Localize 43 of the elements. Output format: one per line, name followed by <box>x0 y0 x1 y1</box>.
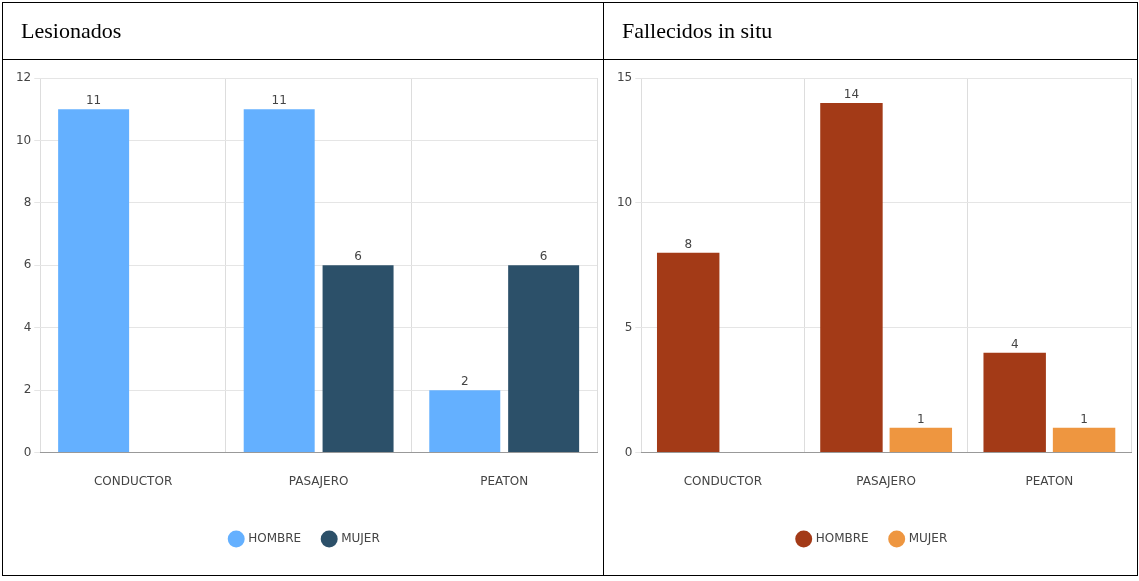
bar <box>58 109 130 453</box>
bar <box>656 252 720 453</box>
x-tick-label: CONDUCTOR <box>683 473 763 488</box>
data-label: 8 <box>684 236 693 251</box>
y-tick-label: 4 <box>23 319 32 334</box>
x-tick-label: PASAJERO <box>856 473 916 488</box>
data-label: 14 <box>843 87 860 102</box>
bar <box>820 102 883 453</box>
data-label: 11 <box>85 93 102 108</box>
chart-title: Lesionados <box>2 2 604 60</box>
x-tick-label: PEATON <box>480 473 529 488</box>
data-label: 11 <box>271 93 287 108</box>
y-tick-label: 0 <box>624 444 633 459</box>
x-tick-label: PASAJERO <box>288 473 349 488</box>
y-tick-label: 8 <box>23 194 32 209</box>
y-tick-label: 6 <box>23 257 32 272</box>
data-label: 4 <box>1010 336 1019 351</box>
bar <box>322 265 394 453</box>
bar <box>508 265 580 453</box>
y-tick-label: 2 <box>23 382 32 397</box>
y-tick-label: 5 <box>624 319 633 334</box>
bar <box>243 109 315 453</box>
data-label: 6 <box>354 249 362 264</box>
y-tick-label: 0 <box>23 444 32 459</box>
bar <box>429 390 501 453</box>
chart-title: Fallecidos in situ <box>603 2 1138 60</box>
bar <box>889 427 953 453</box>
data-label: 2 <box>460 374 469 389</box>
data-label: 6 <box>539 249 548 264</box>
y-tick-label: 15 <box>616 70 633 85</box>
bar <box>983 352 1046 453</box>
y-tick-label: 12 <box>15 70 32 85</box>
x-tick-label: CONDUCTOR <box>93 473 173 488</box>
x-tick-label: PEATON <box>1025 473 1074 488</box>
bar <box>1052 427 1116 453</box>
legend-label: MUJER <box>341 531 380 546</box>
y-tick-label: 10 <box>15 132 32 147</box>
y-tick-label: 10 <box>616 194 633 209</box>
legend-label: HOMBRE <box>248 531 302 546</box>
data-label: 1 <box>1080 411 1088 426</box>
legend-label: MUJER <box>908 531 948 546</box>
legend-label: HOMBRE <box>815 531 869 546</box>
data-label: 1 <box>917 411 925 426</box>
